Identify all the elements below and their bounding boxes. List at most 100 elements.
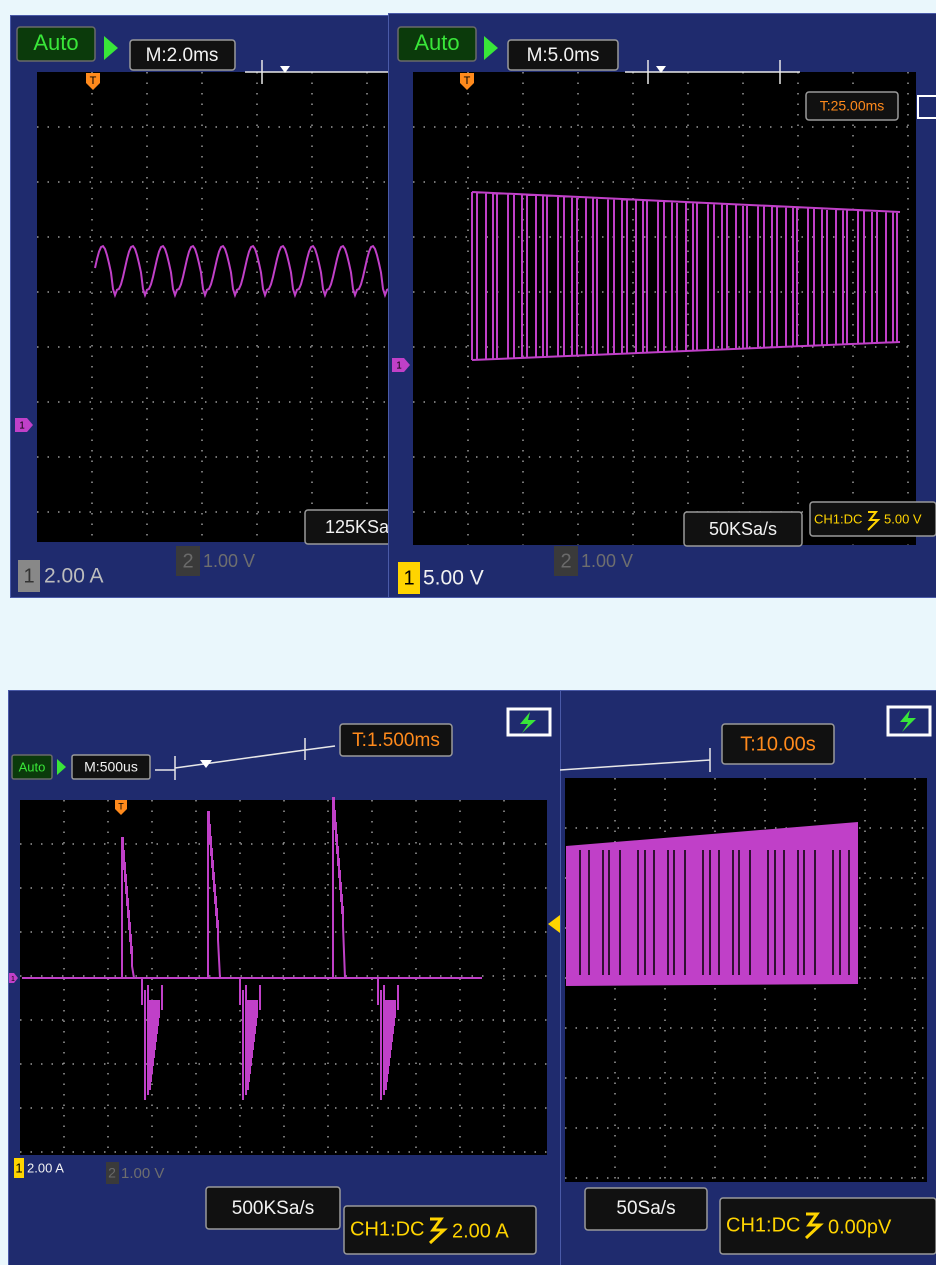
edge-icon (804, 1212, 824, 1240)
ch2-number: 2 (108, 1165, 116, 1181)
channel-marker: 1 (19, 421, 25, 432)
rate-box (584, 1187, 708, 1231)
sample-rate: 500KSa/s (232, 1198, 314, 1219)
scope-screen-3: Auto M:500us T:1.500ms T 1 1 2.00 A 2 1.… (8, 690, 568, 1265)
scope-screen-1: Auto M:2.0ms T 1 1 2.00 A 2 1.00 V 125KS… (10, 15, 395, 598)
ch1-badge (14, 1158, 24, 1178)
trigger-pos (280, 66, 290, 73)
run-icon (104, 36, 118, 60)
ch2-badge (554, 546, 578, 576)
trigger-time-box (805, 91, 899, 121)
ch1-number: 1 (23, 565, 34, 587)
grid (565, 778, 927, 1182)
trigger-level: 5.00 V (884, 511, 922, 526)
trigger-marker: T (118, 801, 124, 811)
ch2-number: 2 (560, 550, 571, 572)
ch2-scale: 1.00 V (581, 551, 633, 571)
timebase: M:2.0ms (146, 45, 219, 66)
channel-marker-bg (392, 358, 410, 372)
battery-icon (506, 707, 552, 737)
channel-marker: 1 (396, 361, 402, 372)
grid (37, 72, 395, 542)
ch1-number: 1 (15, 1160, 22, 1175)
level-marker (548, 915, 560, 933)
mode-box (11, 754, 53, 780)
mode: Auto (414, 30, 459, 55)
trigger-pos (200, 760, 212, 768)
trace (471, 191, 901, 361)
trigger-marker-bg (460, 73, 474, 90)
sample-rate: 50KSa/s (709, 519, 777, 539)
channel-marker-bg (9, 973, 18, 983)
ch2-scale: 1.00 V (203, 551, 255, 571)
waveform (471, 191, 901, 361)
edge-icon (867, 511, 881, 531)
trigger-status-box (719, 1197, 936, 1255)
ch2-scale: 1.00 V (121, 1165, 164, 1182)
charge-icon (900, 710, 916, 732)
scope-screen-4: T:10.00s 50Sa/s CH1:DC 0.00pV (560, 690, 936, 1265)
mode-box (16, 26, 96, 62)
timebase-box (129, 39, 236, 71)
mode-box (397, 26, 477, 62)
waveform (94, 244, 395, 299)
timebase-box (71, 754, 151, 780)
ch1-scale: 2.00 A (27, 1160, 64, 1175)
trigger-time: T:10.00s (740, 733, 816, 755)
rate-box (304, 509, 395, 545)
trigger-bar (625, 60, 800, 84)
ch2-number: 2 (182, 550, 193, 572)
trigger-time: T:1.500ms (352, 730, 440, 751)
rate-box (683, 511, 803, 547)
ch1-scale: 5.00 V (423, 567, 484, 590)
rate-box (205, 1186, 341, 1230)
trace (332, 797, 399, 1100)
ch2-badge (106, 1162, 119, 1184)
trigger-bar (155, 738, 336, 780)
edge-icon (428, 1217, 448, 1245)
ch2-badge (176, 546, 200, 576)
trigger-bar (560, 748, 711, 772)
grid (20, 800, 547, 1155)
trigger-marker: T (464, 75, 471, 87)
sample-rate: 50Sa/s (616, 1198, 675, 1219)
trigger-coupling: CH1:DC (350, 1218, 424, 1240)
charge-icon (520, 712, 536, 733)
mode: Auto (33, 30, 78, 55)
trace (121, 837, 163, 1100)
run-icon (57, 759, 66, 775)
trace (94, 244, 395, 299)
channel-marker-bg (15, 418, 33, 432)
ch1-scale: 2.00 A (44, 565, 104, 588)
trigger-marker-bg (115, 800, 127, 815)
trace (566, 822, 858, 986)
display (37, 72, 395, 542)
timebase: M:5.0ms (527, 45, 600, 66)
battery-icon (917, 95, 936, 119)
trigger-level: 2.00 A (452, 1220, 509, 1242)
trigger-coupling: CH1:DC (814, 511, 862, 526)
battery-icon (886, 705, 932, 737)
trigger-time: T:25.00ms (820, 98, 885, 114)
trigger-pos (656, 66, 666, 73)
trigger-marker: T (90, 75, 97, 87)
channel-marker: 1 (11, 976, 15, 983)
ch1-badge (398, 562, 420, 594)
timebase-box (507, 39, 619, 71)
sample-rate: 125KSa (325, 517, 390, 537)
trigger-level: 0.00pV (828, 1216, 892, 1238)
trigger-marker-bg (86, 73, 100, 90)
trigger-time-box (339, 723, 453, 757)
waveform (566, 822, 858, 986)
scope-screen-2: Auto M:5.0ms T:25.00ms T 1 1 5.00 V 2 1.… (388, 13, 936, 598)
trigger-coupling: CH1:DC (726, 1214, 800, 1236)
timebase: M:500us (84, 759, 138, 775)
run-icon (484, 36, 498, 60)
waveform (22, 797, 482, 1100)
trigger-time-box (721, 723, 835, 765)
mode: Auto (19, 759, 46, 774)
trigger-bar (245, 60, 395, 84)
ch1-number: 1 (403, 567, 414, 589)
trace (207, 811, 261, 1100)
